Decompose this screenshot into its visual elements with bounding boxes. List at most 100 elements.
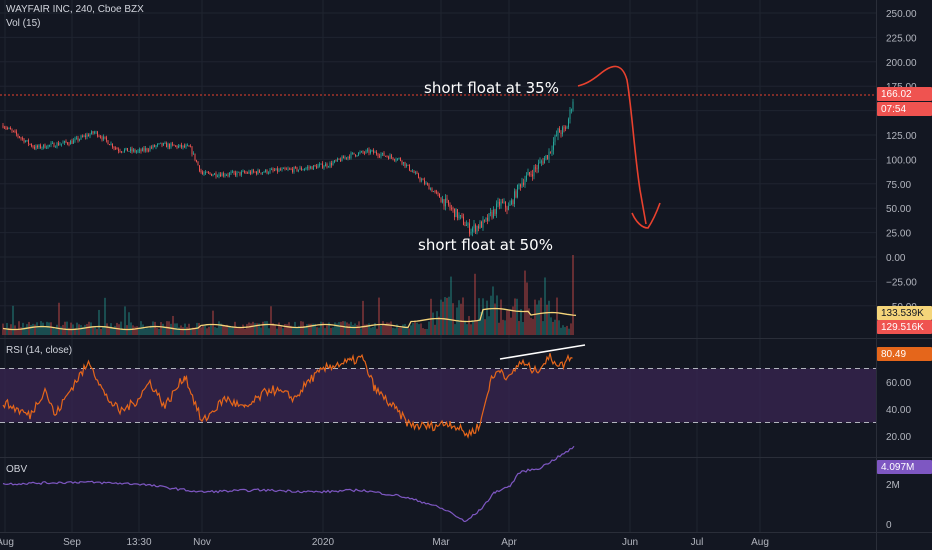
candle-body xyxy=(491,212,493,218)
volume-bar xyxy=(204,325,206,335)
volume-bar xyxy=(554,319,556,335)
volume-bar xyxy=(56,324,58,335)
candle-body xyxy=(167,144,169,148)
volume-bar xyxy=(528,308,530,335)
volume-bar xyxy=(550,317,552,335)
volume-bar xyxy=(160,322,162,335)
volume-bar xyxy=(462,297,464,335)
candle-body xyxy=(29,143,31,145)
candle-body xyxy=(220,174,221,177)
candle-body xyxy=(377,154,379,156)
candle-body xyxy=(461,215,463,217)
drawings xyxy=(0,65,876,360)
time-axis-label: 2020 xyxy=(312,537,335,548)
candle-body xyxy=(541,161,542,163)
volume-bar xyxy=(68,327,70,335)
candle-body xyxy=(355,154,356,156)
candle-body xyxy=(493,209,494,218)
volume-ma-line xyxy=(2,307,577,331)
candle-body xyxy=(551,149,553,152)
volume-bar xyxy=(278,322,280,335)
volume-bar xyxy=(280,326,282,335)
candle-body xyxy=(131,148,133,152)
candle-body xyxy=(448,200,449,205)
candle-body xyxy=(154,145,155,147)
volume-bar xyxy=(552,321,554,335)
candle-body xyxy=(424,179,425,184)
price-axis-label: 25.00 xyxy=(886,229,911,240)
candle-body xyxy=(242,171,244,173)
volume-bar xyxy=(292,327,294,335)
candle-body xyxy=(227,174,229,176)
candle-body xyxy=(392,157,394,160)
volume-bar xyxy=(432,312,434,335)
volume-bar xyxy=(274,324,276,335)
volume-bar xyxy=(212,310,214,335)
candle-body xyxy=(539,161,541,164)
obv-value-tag: 4.097M xyxy=(881,462,914,473)
candle-body xyxy=(250,171,251,174)
volume-bar xyxy=(258,323,260,335)
volume-bar xyxy=(338,322,340,335)
candle-body xyxy=(503,201,505,203)
candle-body xyxy=(454,208,455,218)
volume-bar xyxy=(260,327,262,335)
candle-body xyxy=(5,127,7,129)
candle-body xyxy=(119,151,121,152)
candle-body xyxy=(74,138,76,141)
volume-bar xyxy=(32,323,34,335)
volume-bar xyxy=(394,328,396,335)
volume-bar xyxy=(454,324,456,335)
candle-body xyxy=(469,223,470,234)
candle-body xyxy=(554,135,556,142)
volume-bar xyxy=(562,325,564,335)
volume-bar xyxy=(214,327,216,335)
candle-body xyxy=(14,131,16,132)
volume-bar xyxy=(58,302,60,335)
volume-bar xyxy=(350,321,352,335)
volume-title: Vol (15) xyxy=(6,18,41,29)
candle-body xyxy=(359,152,361,153)
candle-body xyxy=(209,172,211,174)
candle-body xyxy=(406,164,407,167)
volume-bar xyxy=(222,325,224,335)
volume-bar xyxy=(8,327,10,335)
candle-body xyxy=(226,174,227,176)
candle-body xyxy=(455,209,457,218)
time-axis-label: Jun xyxy=(622,537,638,548)
volume-bar xyxy=(150,325,152,335)
volume-bar xyxy=(136,326,138,335)
candle-body xyxy=(79,139,80,141)
symbol-title: WAYFAIR INC, 240, Cboe BZX xyxy=(6,4,144,15)
candle-body xyxy=(523,182,524,185)
candle-body xyxy=(307,167,308,169)
volume-bar xyxy=(96,328,98,335)
candle-body xyxy=(188,145,190,147)
candle-body xyxy=(238,171,239,173)
candle-body xyxy=(214,173,215,175)
candle-body xyxy=(479,221,481,229)
candle-body xyxy=(191,146,193,155)
time-axis-label: Nov xyxy=(193,537,211,548)
candle-body xyxy=(290,168,292,170)
volume-ma-tag-bg xyxy=(877,306,932,320)
volume-bar xyxy=(118,324,120,335)
volume-bar xyxy=(230,327,232,335)
volume-bar xyxy=(530,317,532,335)
annotation-short-float-50: short float at 50% xyxy=(418,236,553,254)
volume-bar xyxy=(92,327,94,335)
volume-bar xyxy=(208,326,210,335)
candle-body xyxy=(185,145,187,148)
time-axis-label: Mar xyxy=(432,537,450,548)
volume-bar xyxy=(170,323,172,335)
volume-bar xyxy=(308,323,310,335)
time-axis-label: Sep xyxy=(63,537,81,548)
candle-body xyxy=(143,148,145,151)
volume-bar xyxy=(436,311,438,335)
volume-bar xyxy=(398,327,400,335)
time-axis-label: Aug xyxy=(0,537,14,548)
annotation-short-float-35: short float at 35% xyxy=(424,79,559,97)
obv-title: OBV xyxy=(6,464,28,475)
candle-body xyxy=(22,138,23,140)
candle-body xyxy=(410,170,412,172)
